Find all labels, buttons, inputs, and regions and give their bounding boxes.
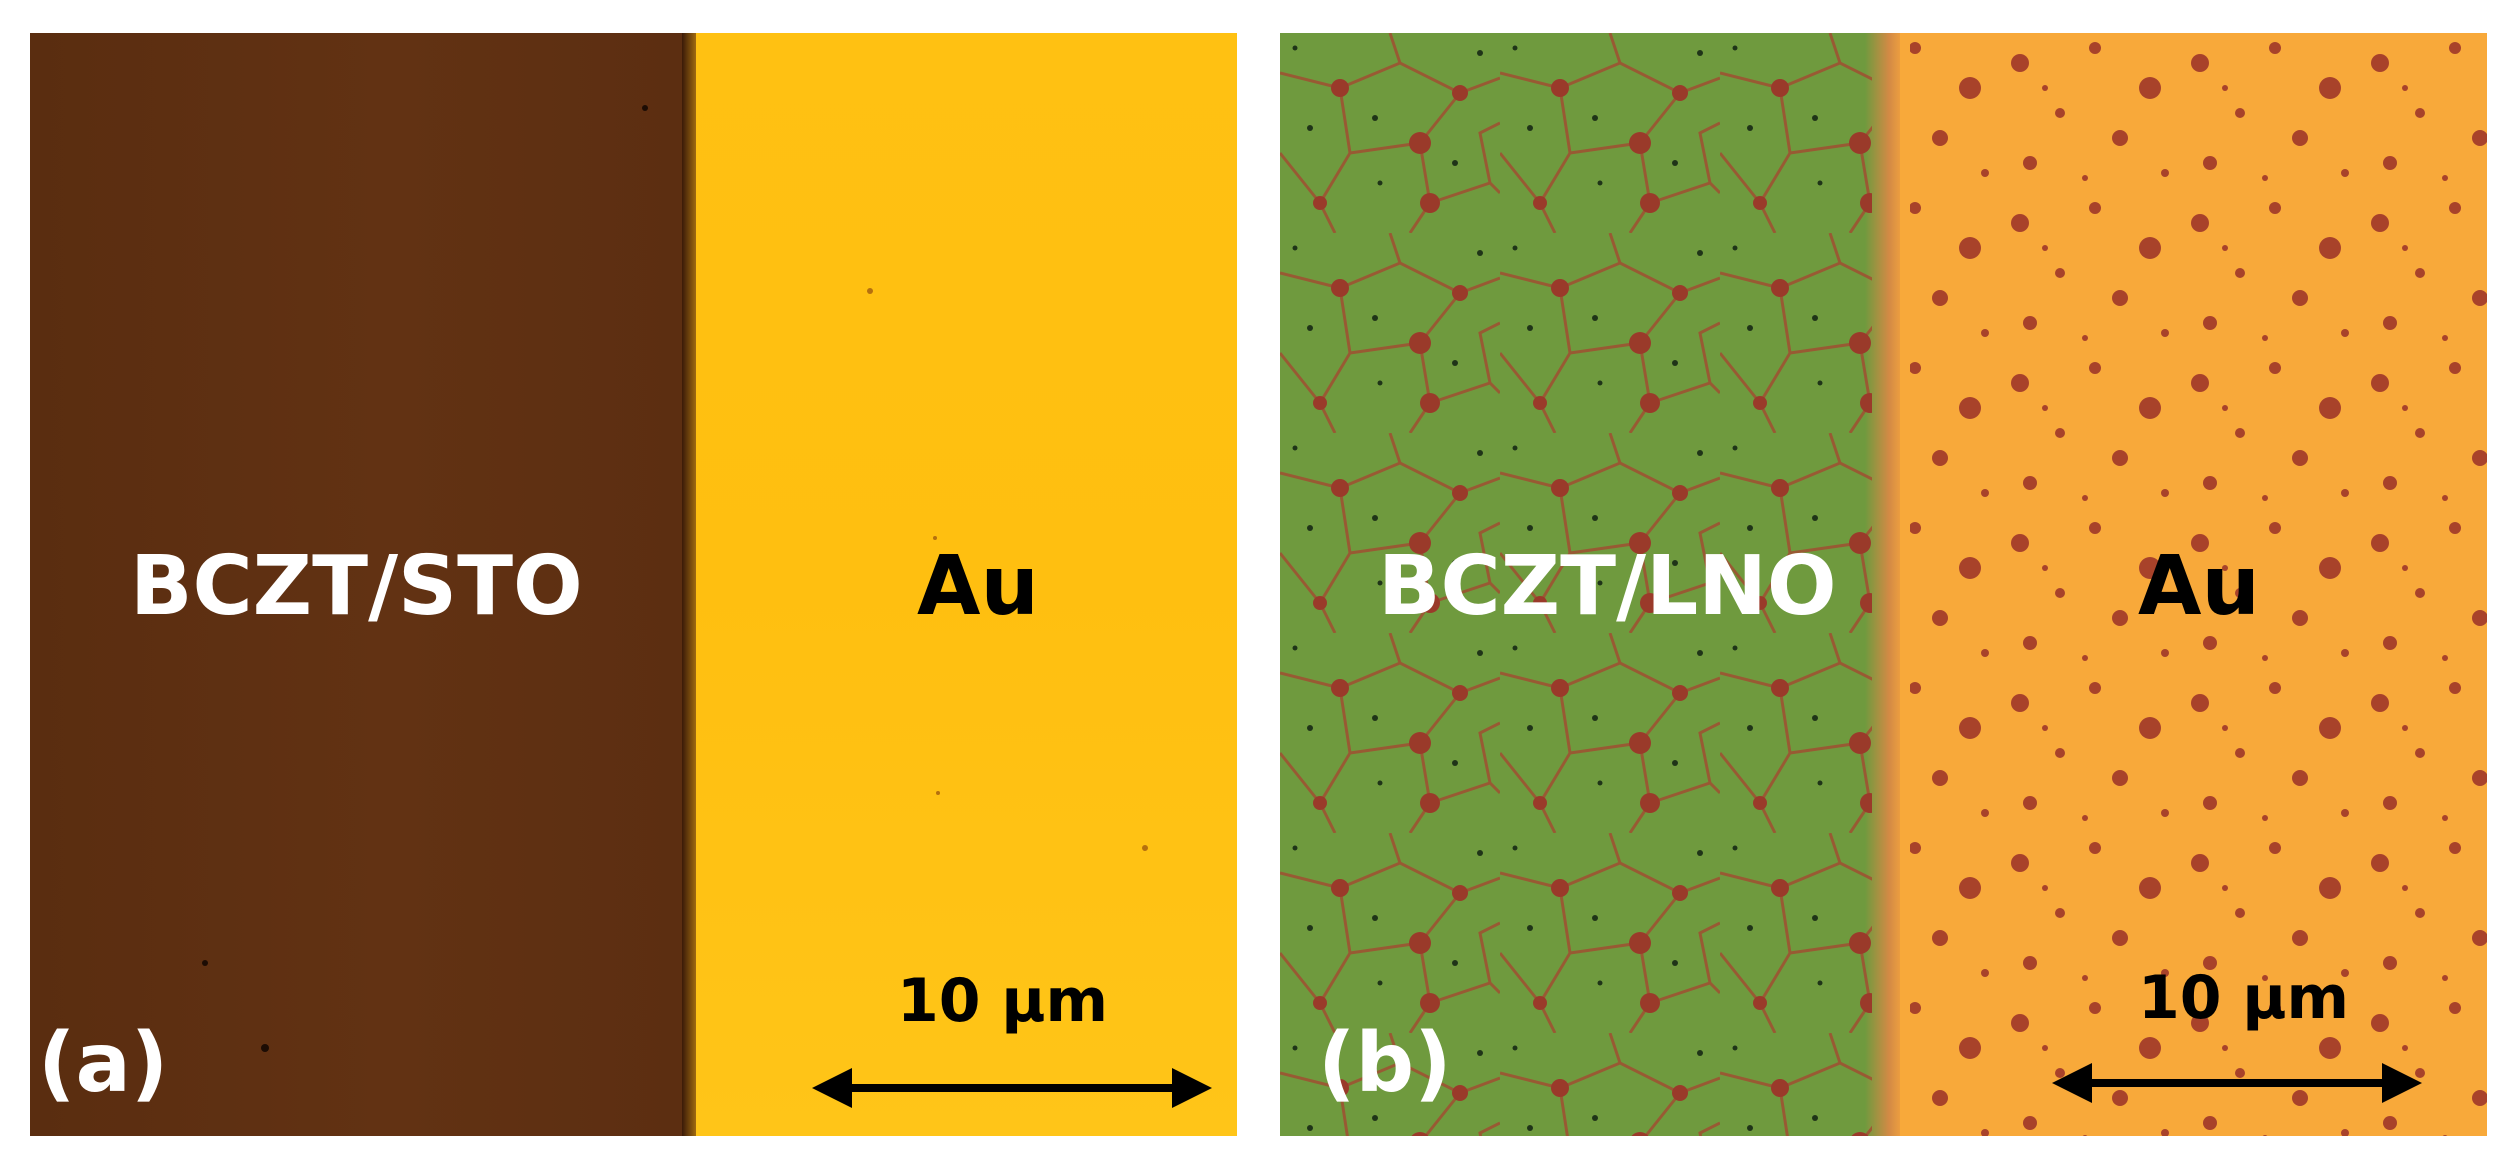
film-electrode-boundary [682, 33, 696, 1136]
panel-letter: (b) [1318, 1016, 1452, 1111]
surface-texture-b [1280, 33, 2487, 1136]
film-label: BCZT/LNO [1378, 539, 1837, 634]
film-label: BCZT/STO [130, 539, 583, 634]
scale-bar-arrow-icon [2052, 1063, 2422, 1103]
bczt-sto-film-region [30, 33, 687, 1136]
scale-bar-label: 10 μm [897, 966, 1109, 1036]
micrograph-panel-b: BCZT/LNO Au 10 μm (b) [1280, 33, 2487, 1136]
gold-electrode-region [696, 33, 1237, 1136]
surface-specks-a [202, 105, 1148, 1052]
electrode-label: Au [917, 539, 1039, 634]
scale-bar-arrow-icon [812, 1068, 1212, 1108]
scale-bar-label: 10 μm [2138, 963, 2350, 1033]
electrode-label: Au [2138, 539, 2260, 634]
micrograph-panel-a: BCZT/STO Au 10 μm (a) [30, 33, 1237, 1136]
panel-letter: (a) [38, 1016, 169, 1111]
